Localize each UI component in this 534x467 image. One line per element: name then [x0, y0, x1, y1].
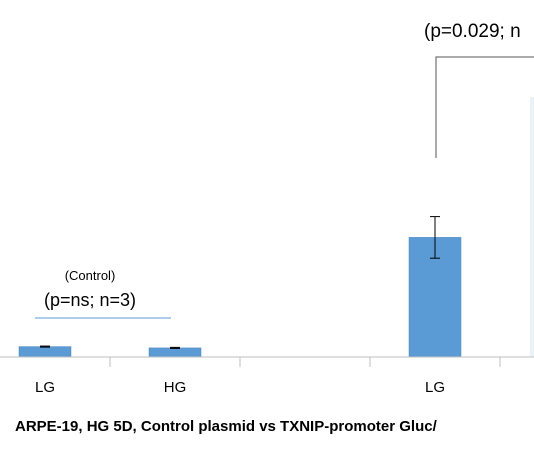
- bar-1: [148, 347, 202, 358]
- x-tick-label-1: HG: [164, 379, 187, 396]
- x-tick-label-0: LG: [35, 379, 55, 396]
- x-axis-ticks: [109, 357, 501, 367]
- error-bar-0: [40, 345, 50, 348]
- x-tick-labels: LG HG LG: [35, 379, 445, 396]
- bar-cropped-edge: [530, 97, 534, 357]
- error-bar-1: [170, 346, 180, 349]
- control-label: (Control): [65, 268, 116, 283]
- bar-0: [18, 346, 72, 358]
- error-bar-3: [430, 216, 440, 259]
- txnip-significance-bracket: [435, 56, 534, 158]
- control-stat-annotation: (p=ns; n=3): [44, 290, 136, 310]
- x-tick-label-3: LG: [425, 379, 445, 396]
- chart-title: ARPE-19, HG 5D, Control plasmid vs TXNIP…: [15, 418, 438, 435]
- error-bars-layer: [40, 216, 440, 349]
- txnip-stat-annotation: (p=0.029; n: [424, 21, 521, 42]
